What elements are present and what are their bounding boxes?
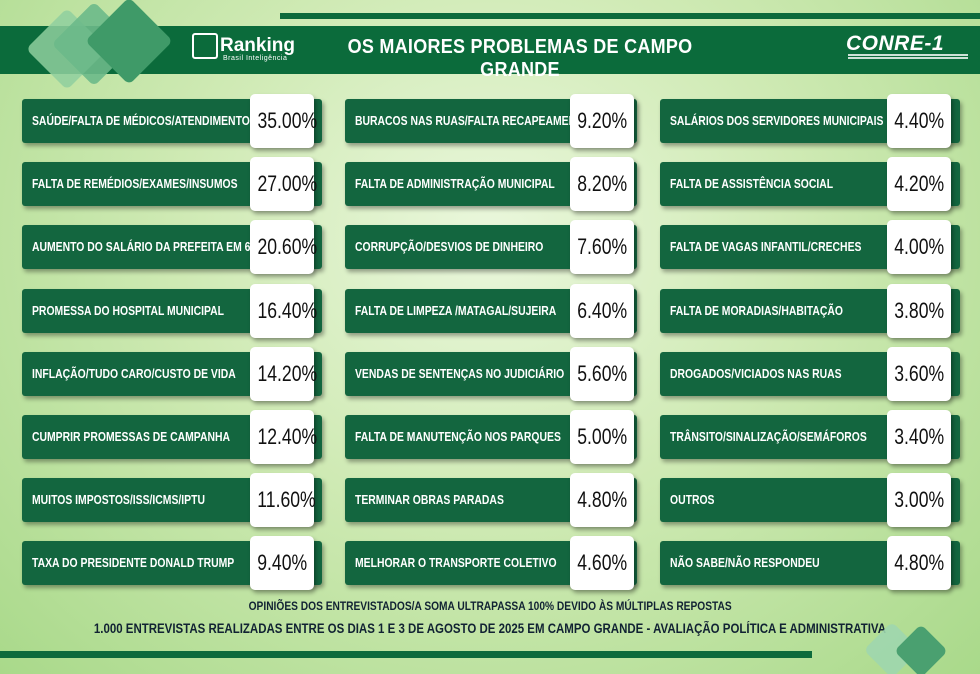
brand-subtitle: Brasil Inteligência: [223, 55, 288, 62]
page-title: OS MAIORES PROBLEMAS DE CAMPO GRANDE: [347, 36, 693, 81]
problem-label: BURACOS NAS RUAS/FALTA RECAPEAMENTO: [355, 113, 591, 128]
problem-row: BURACOS NAS RUAS/FALTA RECAPEAMENTO 9.20%: [345, 94, 637, 148]
problem-percentage: 4.00%: [887, 220, 951, 274]
problem-percentage: 3.00%: [887, 473, 951, 527]
problem-percentage: 6.40%: [570, 284, 634, 338]
problem-label: PROMESSA DO HOSPITAL MUNICIPAL: [32, 303, 225, 318]
problem-label: CORRUPÇÃO/DESVIOS DE DINHEIRO: [355, 239, 544, 254]
problem-percentage: 20.60%: [250, 220, 317, 274]
problem-percentage: 7.60%: [570, 220, 634, 274]
problem-label: OUTROS: [670, 492, 715, 507]
problem-label: FALTA DE LIMPEZA /MATAGAL/SUJEIRA: [355, 303, 557, 318]
problem-row: CORRUPÇÃO/DESVIOS DE DINHEIRO 7.60%: [345, 220, 637, 274]
problem-percentage: 16.40%: [250, 284, 317, 338]
problem-percentage: 3.80%: [887, 284, 951, 338]
problem-label: NÃO SABE/NÃO RESPONDEU: [670, 555, 820, 570]
problem-label: AUMENTO DO SALÁRIO DA PREFEITA EM 66%: [32, 239, 266, 254]
problem-label: FALTA DE ASSISTÊNCIA SOCIAL: [670, 176, 834, 191]
problem-row: VENDAS DE SENTENÇAS NO JUDICIÁRIO 5.60%: [345, 347, 637, 401]
problem-percentage: 5.60%: [570, 347, 634, 401]
problem-percentage: 14.20%: [250, 347, 317, 401]
problem-row: TRÂNSITO/SINALIZAÇÃO/SEMÁFOROS 3.40%: [660, 410, 960, 464]
problem-percentage: 4.80%: [570, 473, 634, 527]
footnote: OPINIÕES DOS ENTREVISTADOS/A SOMA ULTRAP…: [248, 599, 732, 613]
problem-percentage: 3.60%: [887, 347, 951, 401]
problem-label: FALTA DE MORADIAS/HABITAÇÃO: [670, 303, 843, 318]
problem-label: SALÁRIOS DOS SERVIDORES MUNICIPAIS: [670, 113, 884, 128]
problem-row: FALTA DE VAGAS INFANTIL/CRECHES 4.00%: [660, 220, 960, 274]
problem-percentage: 27.00%: [250, 157, 317, 211]
problem-row: OUTROS 3.00%: [660, 473, 960, 527]
problem-percentage: 4.40%: [887, 94, 951, 148]
ranking-logo: Ranking Brasil Inteligência: [192, 33, 295, 62]
problem-row: DROGADOS/VICIADOS NAS RUAS 3.60%: [660, 347, 960, 401]
problem-row: INFLAÇÃO/TUDO CARO/CUSTO DE VIDA 14.20%: [22, 347, 322, 401]
brand-name: Ranking: [220, 35, 295, 56]
problem-percentage: 4.60%: [570, 536, 634, 590]
problem-label: TERMINAR OBRAS PARADAS: [355, 492, 504, 507]
problem-label: FALTA DE VAGAS INFANTIL/CRECHES: [670, 239, 862, 254]
problem-percentage: 4.20%: [887, 157, 951, 211]
problem-label: SAÚDE/FALTA DE MÉDICOS/ATENDIMENTO: [32, 113, 250, 128]
problem-row: SAÚDE/FALTA DE MÉDICOS/ATENDIMENTO 35.00%: [22, 94, 322, 148]
problem-label: MUITOS IMPOSTOS/ISS/ICMS/IPTU: [32, 492, 205, 507]
problem-row: MUITOS IMPOSTOS/ISS/ICMS/IPTU 11.60%: [22, 473, 322, 527]
problem-row: CUMPRIR PROMESSAS DE CAMPANHA 12.40%: [22, 410, 322, 464]
problem-percentage: 4.80%: [887, 536, 951, 590]
problem-percentage: 3.40%: [887, 410, 951, 464]
problem-row: NÃO SABE/NÃO RESPONDEU 4.80%: [660, 536, 960, 590]
problem-row: FALTA DE MANUTENÇÃO NOS PARQUES 5.00%: [345, 410, 637, 464]
problem-row: TAXA DO PRESIDENTE DONALD TRUMP 9.40%: [22, 536, 322, 590]
problem-label: CUMPRIR PROMESSAS DE CAMPANHA: [32, 429, 230, 444]
methodology: 1.000 ENTREVISTAS REALIZADAS ENTRE OS DI…: [93, 621, 887, 636]
conre-logo: CONRE-1: [846, 32, 945, 55]
problem-label: FALTA DE MANUTENÇÃO NOS PARQUES: [355, 429, 561, 444]
problem-row: MELHORAR O TRANSPORTE COLETIVO 4.60%: [345, 536, 637, 590]
problem-row: TERMINAR OBRAS PARADAS 4.80%: [345, 473, 637, 527]
problem-percentage: 5.00%: [570, 410, 634, 464]
problem-label: MELHORAR O TRANSPORTE COLETIVO: [355, 555, 557, 570]
problem-label: TRÂNSITO/SINALIZAÇÃO/SEMÁFOROS: [670, 429, 867, 444]
problem-row: FALTA DE LIMPEZA /MATAGAL/SUJEIRA 6.40%: [345, 284, 637, 338]
problem-percentage: 9.40%: [250, 536, 314, 590]
problem-label: FALTA DE ADMINISTRAÇÃO MUNICIPAL: [355, 176, 555, 191]
bottom-stripe: [0, 651, 812, 658]
problem-row: PROMESSA DO HOSPITAL MUNICIPAL 16.40%: [22, 284, 322, 338]
ranking-logo-icon: [192, 33, 218, 59]
conre-fineprint: [848, 54, 968, 60]
problem-row: SALÁRIOS DOS SERVIDORES MUNICIPAIS 4.40%: [660, 94, 960, 148]
problem-label: INFLAÇÃO/TUDO CARO/CUSTO DE VIDA: [32, 366, 236, 381]
problem-percentage: 11.60%: [250, 473, 316, 527]
problem-row: FALTA DE ASSISTÊNCIA SOCIAL 4.20%: [660, 157, 960, 211]
problem-row: FALTA DE REMÉDIOS/EXAMES/INSUMOS 27.00%: [22, 157, 322, 211]
problem-label: FALTA DE REMÉDIOS/EXAMES/INSUMOS: [32, 176, 238, 191]
problem-percentage: 35.00%: [250, 94, 317, 148]
problem-percentage: 8.20%: [570, 157, 634, 211]
problem-percentage: 9.20%: [570, 94, 634, 148]
problem-row: AUMENTO DO SALÁRIO DA PREFEITA EM 66% 20.…: [22, 220, 322, 274]
problem-label: TAXA DO PRESIDENTE DONALD TRUMP: [32, 555, 235, 570]
top-stripe: [280, 13, 980, 19]
problem-label: VENDAS DE SENTENÇAS NO JUDICIÁRIO: [355, 366, 565, 381]
problem-label: DROGADOS/VICIADOS NAS RUAS: [670, 366, 842, 381]
problem-row: FALTA DE ADMINISTRAÇÃO MUNICIPAL 8.20%: [345, 157, 637, 211]
problem-percentage: 12.40%: [250, 410, 317, 464]
problem-row: FALTA DE MORADIAS/HABITAÇÃO 3.80%: [660, 284, 960, 338]
